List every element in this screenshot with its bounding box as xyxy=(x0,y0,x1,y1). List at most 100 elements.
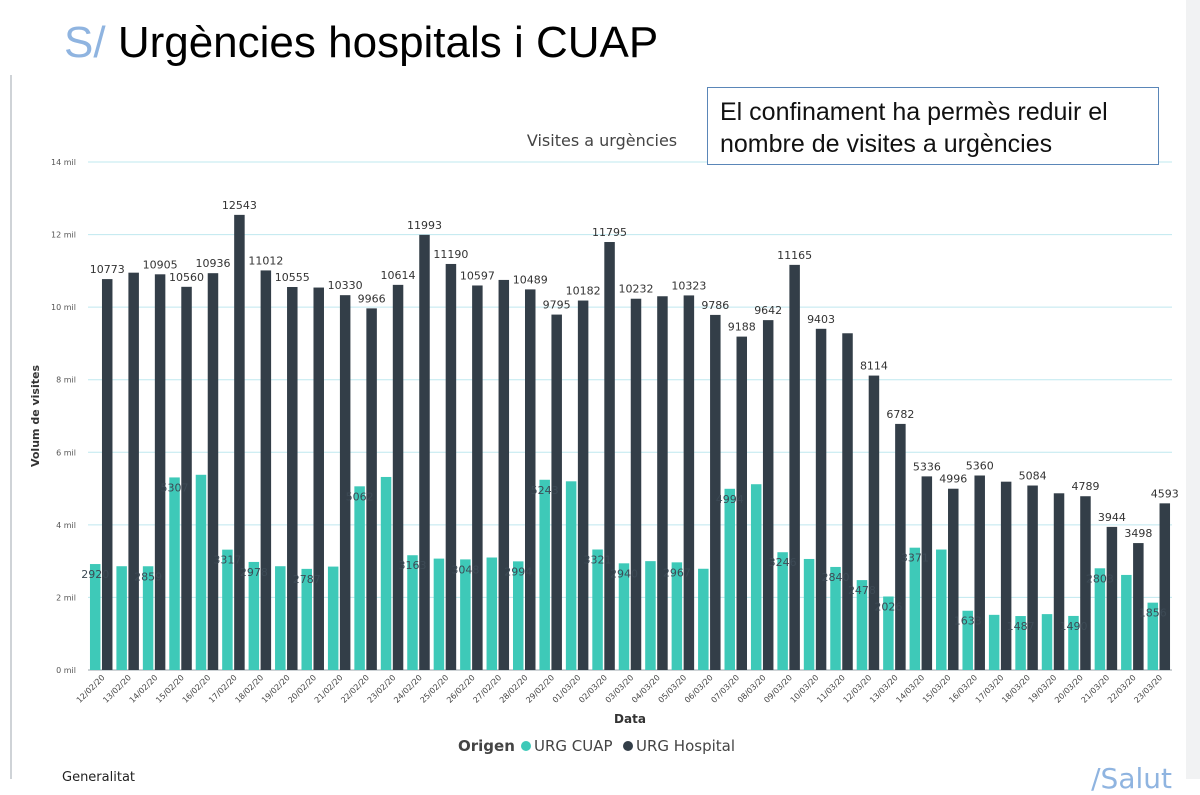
data-label-cuap: 2840 xyxy=(822,571,850,584)
bar-urg-hospital xyxy=(921,476,933,670)
bar-urg-cuap xyxy=(539,479,550,670)
title-text: Urgències hospitals i CUAP xyxy=(117,18,659,67)
bar-urg-cuap xyxy=(407,555,418,670)
data-label-hospital: 11795 xyxy=(592,226,627,239)
y-tick-label: 4 mil xyxy=(56,521,76,530)
bar-urg-hospital xyxy=(181,286,192,670)
bar-urg-cuap xyxy=(988,614,1000,670)
bar-urg-hospital xyxy=(207,273,219,670)
bar-urg-hospital xyxy=(1000,481,1012,670)
bar-urg-hospital xyxy=(419,234,430,670)
data-label-hospital: 11190 xyxy=(433,248,468,261)
data-label-cuap: 1487 xyxy=(1007,620,1035,633)
bar-urg-hospital xyxy=(815,328,827,670)
bar-urg-hospital xyxy=(551,314,562,670)
bar-urg-hospital xyxy=(1159,503,1171,670)
bar-urg-hospital xyxy=(1133,543,1144,670)
bar-urg-cuap xyxy=(460,559,471,670)
bar-urg-hospital xyxy=(128,272,139,670)
bar-urg-hospital xyxy=(154,274,166,670)
data-label-hospital: 10614 xyxy=(381,269,416,282)
bar-urg-cuap xyxy=(671,562,683,670)
data-label-hospital: 3498 xyxy=(1124,527,1152,540)
data-label-hospital: 9786 xyxy=(701,299,729,312)
bar-urg-hospital xyxy=(1080,496,1091,670)
bar-urg-hospital xyxy=(974,475,985,670)
bar-urg-hospital xyxy=(868,375,880,670)
data-label-hospital: 11993 xyxy=(407,219,442,232)
legend-swatch-cuap xyxy=(521,741,531,751)
data-label-cuap: 2978 xyxy=(240,566,268,579)
data-label-cuap: 2478 xyxy=(848,584,876,597)
bar-urg-hospital xyxy=(287,287,298,670)
data-label-cuap: 2994 xyxy=(504,565,532,578)
data-label-hospital: 10489 xyxy=(513,273,548,286)
data-label-hospital: 10936 xyxy=(195,257,230,270)
bar-urg-cuap xyxy=(750,484,762,670)
bar-urg-cuap xyxy=(354,486,365,670)
data-label-hospital: 9642 xyxy=(754,304,782,317)
bar-urg-cuap xyxy=(1121,574,1132,670)
data-label-hospital: 10330 xyxy=(328,279,363,292)
data-label-cuap: 1490 xyxy=(1059,620,1087,633)
bar-urg-hospital xyxy=(577,300,589,670)
data-label-hospital: 10232 xyxy=(619,283,654,296)
bar-urg-cuap xyxy=(486,557,498,670)
y-tick-label: 12 mil xyxy=(51,231,76,240)
bar-urg-hospital xyxy=(498,279,510,670)
data-label-hospital: 10323 xyxy=(671,279,706,292)
data-label-cuap: 3321 xyxy=(584,553,612,566)
bar-urg-hospital xyxy=(445,263,457,670)
data-label-hospital: 11012 xyxy=(248,254,283,267)
data-label-hospital: 12543 xyxy=(222,199,257,212)
bar-urg-cuap xyxy=(1147,602,1159,670)
data-label-hospital: 8114 xyxy=(860,360,888,373)
bar-urg-cuap xyxy=(116,566,127,670)
chart-title: Visites a urgències xyxy=(527,131,677,150)
bar-urg-cuap xyxy=(1068,615,1079,670)
bar-urg-hospital xyxy=(736,336,748,670)
data-label-hospital: 10182 xyxy=(566,285,601,298)
data-label-cuap: 3317 xyxy=(213,554,241,567)
bar-urg-cuap xyxy=(512,561,524,670)
bar-urg-cuap xyxy=(89,564,101,670)
bar-urg-cuap xyxy=(830,566,841,670)
bar-urg-cuap xyxy=(142,566,154,670)
bar-urg-hospital xyxy=(630,298,642,670)
bar-urg-cuap xyxy=(433,558,445,670)
data-label-cuap: 3371 xyxy=(901,552,929,565)
legend-title: Origen xyxy=(458,737,515,755)
data-label-cuap: 2787 xyxy=(293,573,321,586)
data-label-hospital: 5084 xyxy=(1019,470,1047,483)
data-label-cuap: 3246 xyxy=(769,556,797,569)
bar-urg-cuap xyxy=(565,481,577,670)
y-tick-label: 0 mil xyxy=(56,666,76,675)
bar-urg-cuap xyxy=(380,476,392,670)
y-tick-label: 2 mil xyxy=(56,593,76,602)
data-label-hospital: 5336 xyxy=(913,460,941,473)
bar-urg-cuap xyxy=(301,568,312,670)
bar-urg-cuap xyxy=(1015,616,1026,670)
bar-urg-cuap xyxy=(645,561,656,670)
data-label-hospital: 5360 xyxy=(966,460,994,473)
data-label-cuap: 2803 xyxy=(1086,572,1114,585)
data-label-cuap: 3163 xyxy=(398,559,426,572)
y-tick-label: 14 mil xyxy=(51,158,76,167)
slide-title: S/ Urgències hospitals i CUAP xyxy=(64,18,658,68)
bar-urg-cuap xyxy=(803,558,815,670)
data-label-hospital: 4789 xyxy=(1071,480,1099,493)
bar-urg-cuap xyxy=(936,549,947,670)
legend-label-hospital: URG Hospital xyxy=(636,737,735,755)
bar-urg-cuap xyxy=(909,547,921,670)
data-label-hospital: 4593 xyxy=(1151,487,1179,500)
bar-urg-hospital xyxy=(366,308,377,670)
generalitat-logo: Generalitat xyxy=(62,770,136,785)
y-tick-label: 10 mil xyxy=(51,303,76,312)
bar-urg-cuap xyxy=(592,549,603,670)
bar-urg-hospital xyxy=(842,333,853,670)
legend-swatch-hospital xyxy=(623,741,633,751)
data-label-cuap: 2026 xyxy=(874,600,902,613)
bar-urg-hospital xyxy=(710,314,721,670)
data-label-hospital: 3944 xyxy=(1098,511,1126,524)
data-label-hospital: 10555 xyxy=(275,271,310,284)
